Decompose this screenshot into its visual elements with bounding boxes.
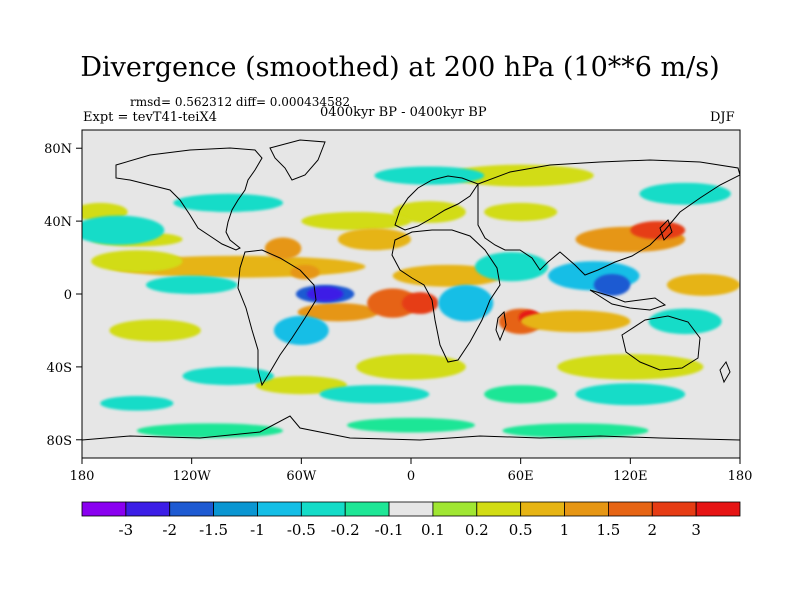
colorbar-swatch-9 [476, 501, 522, 517]
colorbar-label: 0.1 [421, 521, 445, 539]
field-region-36 [575, 383, 686, 406]
colorbar-swatch-14 [695, 501, 741, 517]
colorbar-label: -0.5 [287, 521, 316, 539]
field-region-13 [666, 273, 740, 296]
x-tick-label: 180 [728, 469, 753, 484]
field-region-24 [337, 228, 412, 251]
colorbar-label: -1 [250, 521, 265, 539]
coastline-africa [391, 229, 501, 363]
coastline-australia [621, 315, 701, 371]
colorbar-swatch-6 [344, 501, 390, 517]
y-tick-label: 40N [44, 215, 72, 230]
field-region-7 [401, 292, 439, 315]
colorbar-label: 1 [560, 521, 570, 539]
field-region-39 [182, 366, 274, 386]
field-region-19 [356, 354, 466, 380]
field-region-31 [145, 275, 238, 294]
field-region-33 [474, 252, 549, 282]
colorbar-label: -1.5 [199, 521, 228, 539]
y-tick-label: 80N [44, 142, 72, 157]
field-region-45 [347, 417, 475, 433]
colorbar-swatch-7 [388, 501, 434, 517]
coastline-north-america [115, 147, 263, 251]
x-tick-label: 0 [407, 469, 415, 484]
field-region-5 [367, 288, 419, 318]
field-region-41 [100, 396, 174, 411]
colorbar-label: 3 [691, 521, 701, 539]
colorbar-label: 2 [647, 521, 657, 539]
colorbar-swatch-2 [169, 501, 215, 517]
field-region-16 [301, 212, 411, 231]
field-region-20 [557, 354, 704, 380]
field-region-34 [173, 193, 284, 212]
divergence-field [82, 164, 740, 438]
x-tick-label: 120E [613, 469, 647, 484]
colorbar-swatch-8 [432, 501, 478, 517]
x-tick-label: 60W [286, 469, 317, 484]
y-tick-label: 80S [47, 434, 72, 449]
colorbar-label: -0.1 [375, 521, 404, 539]
field-region-27 [273, 315, 329, 346]
colorbar-label: 1.5 [596, 521, 620, 539]
field-region-28 [438, 284, 494, 322]
season-label: DJF [710, 110, 735, 125]
coastline-new-zealand [719, 360, 731, 384]
y-tick-label: 0 [64, 288, 72, 303]
field-region-4 [297, 303, 379, 322]
field-region-1 [91, 250, 183, 273]
field-region-43 [502, 423, 649, 438]
x-tick-label: 60E [508, 469, 534, 484]
x-tick-label: 180 [70, 469, 95, 484]
chart-title: Divergence (smoothed) at 200 hPa (10**6 … [80, 52, 720, 83]
coastline-greenland [269, 139, 326, 181]
colorbar-swatch-13 [651, 501, 697, 517]
colorbar-swatch-11 [564, 501, 609, 517]
coastline-antarctica [82, 415, 740, 441]
coastline-asia [477, 159, 740, 276]
field-region-12 [630, 221, 686, 240]
colorbar: -3 -2 -1.5 -1 -0.5 -0.2 -0.1 0.1 0.2 0.5 1 1.5 2 3 [81, 501, 741, 539]
field-region-42 [484, 385, 558, 404]
rmsd-label: rmsd= 0.562312 diff= 0.000434582 [130, 95, 350, 109]
coastline-south-america [237, 249, 317, 387]
map-axes: 180 120W 60W 0 60E 120E 180 80N 40N 0 40S 80S [44, 142, 752, 484]
field-region-30 [593, 273, 631, 296]
y-tick-label: 40S [47, 361, 72, 376]
experiment-label: Expt = tevT41-teiX4 [83, 110, 217, 125]
colorbar-label: -3 [119, 521, 134, 539]
field-region-15 [392, 201, 466, 223]
field-region-6 [392, 264, 503, 287]
field-region-10 [520, 310, 631, 333]
period-label: 0400kyr BP - 0400kyr BP [320, 105, 487, 120]
colorbar-label: 0.2 [465, 521, 489, 539]
colorbar-swatch-5 [300, 501, 346, 517]
field-region-18 [109, 319, 201, 342]
x-tick-label: 120W [173, 469, 212, 484]
colorbar-swatch-12 [608, 501, 653, 517]
coastline-maritime-continent [589, 289, 667, 311]
colorbar-swatch-4 [257, 501, 302, 517]
colorbar-swatch-1 [125, 501, 171, 517]
field-region-40 [374, 166, 485, 185]
field-region-2 [264, 237, 302, 260]
coastline-japan [659, 219, 673, 241]
field-region-35 [639, 182, 731, 205]
colorbar-swatch-3 [213, 501, 258, 517]
colorbar-label: 0.5 [509, 521, 533, 539]
colorbar-label: -2 [162, 521, 177, 539]
coastlines [82, 139, 740, 441]
coastline-madagascar [495, 310, 507, 342]
field-region-23 [484, 202, 558, 222]
field-region-17 [447, 164, 594, 187]
colorbar-label: -0.2 [331, 521, 360, 539]
colorbar-swatch-10 [520, 501, 565, 517]
field-region-26 [306, 286, 344, 302]
field-region-37 [319, 385, 430, 404]
colorbar-swatch-0 [81, 501, 127, 517]
field-region-44 [136, 423, 284, 438]
field-region-22 [255, 376, 348, 395]
field-region-32 [82, 215, 165, 245]
